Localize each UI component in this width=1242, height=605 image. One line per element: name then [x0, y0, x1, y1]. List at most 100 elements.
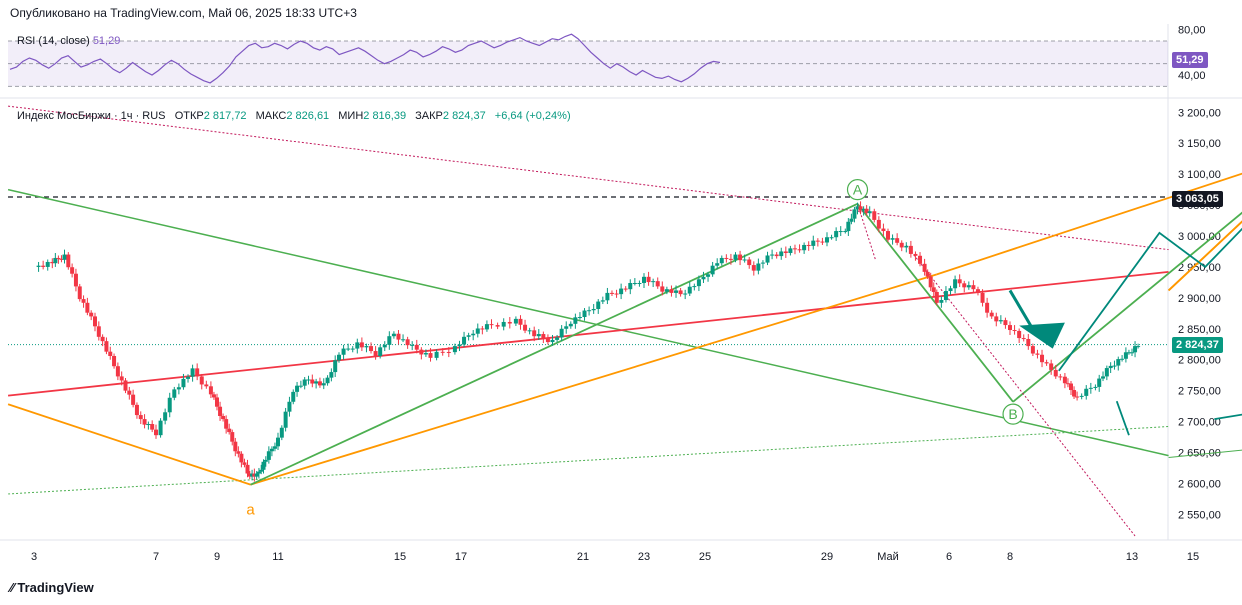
candle-body — [146, 424, 151, 426]
candle-body — [600, 300, 605, 302]
candle-body — [100, 336, 105, 342]
price-axis-tick: 3 000,00 — [1178, 231, 1221, 243]
candle-body — [1097, 378, 1102, 387]
candle-body — [532, 330, 537, 337]
candle-body — [523, 324, 528, 331]
candle-body — [401, 339, 406, 341]
low-label: МИН — [338, 110, 364, 122]
candle-body — [195, 368, 200, 377]
time-axis-tick: 29 — [821, 551, 833, 563]
candle-body — [876, 219, 881, 229]
candle-body — [1058, 376, 1063, 378]
candle-body — [674, 290, 679, 293]
candle-body — [310, 379, 315, 384]
rsi-axis-tick: 40,00 — [1178, 70, 1206, 82]
candle-body — [783, 251, 788, 254]
candle-body — [242, 462, 247, 465]
candle-body — [765, 255, 770, 263]
candle-body — [806, 244, 811, 246]
candle-body — [934, 291, 939, 303]
candle-body — [696, 279, 701, 287]
teal-projection-line — [1058, 227, 1242, 372]
candle-body — [710, 265, 715, 275]
candle-body — [555, 337, 560, 340]
candle-body — [1136, 346, 1141, 348]
published-caption: Опубликовано на TradingView.com, Май 06,… — [10, 6, 357, 20]
price-axis-tick: 3 200,00 — [1178, 107, 1221, 119]
candle-body — [1053, 369, 1058, 377]
candle-body — [489, 324, 494, 326]
price-axis-tick: 2 900,00 — [1178, 293, 1221, 305]
candle-body — [985, 302, 990, 313]
candle-body — [259, 469, 264, 472]
candle-body — [252, 473, 257, 477]
candle-body — [1035, 353, 1040, 355]
orange-wave-a-leg — [7, 403, 251, 486]
candle-body — [564, 326, 569, 329]
candle-body — [962, 283, 967, 288]
candle-body — [527, 330, 532, 332]
candle-body — [218, 406, 223, 416]
candle-body — [104, 341, 109, 352]
candle-body — [419, 349, 424, 355]
candle-body — [792, 248, 797, 250]
candle-body — [660, 286, 665, 292]
candle-body — [391, 333, 396, 337]
candle-body — [872, 211, 877, 220]
arrow-head — [1019, 322, 1065, 349]
candle-body — [119, 376, 124, 381]
candle-body — [346, 348, 351, 350]
candle-body — [131, 394, 136, 405]
candle-body — [138, 415, 143, 420]
candle-body — [236, 451, 241, 454]
candle-body — [591, 308, 596, 311]
candle-body — [628, 283, 633, 290]
candle-body — [291, 391, 296, 402]
low-value: 2 816,39 — [363, 110, 407, 122]
candle-body — [687, 286, 692, 294]
candle-body — [66, 254, 71, 268]
time-axis-tick: 7 — [153, 551, 159, 563]
candle-body — [614, 293, 619, 295]
candle-body — [127, 390, 132, 395]
candle-body — [295, 385, 300, 392]
change-value: +6,64 (+0,24%) — [494, 110, 571, 122]
candle-body — [834, 231, 839, 238]
candle-body — [536, 334, 541, 337]
symbol-name[interactable]: Индекс МосБиржи · 1ч · RUS — [17, 110, 166, 122]
candle-body — [62, 254, 67, 260]
candle-body — [861, 208, 866, 211]
candle-body — [440, 351, 445, 353]
high-label: МАКС — [255, 110, 287, 122]
candle-body — [287, 401, 292, 412]
candle-body — [838, 231, 843, 233]
candle-body — [77, 286, 82, 300]
candle-body — [582, 310, 587, 318]
candle-body — [669, 289, 674, 293]
close-label: ЗАКР — [415, 110, 443, 122]
open-label: ОТКР — [174, 110, 204, 122]
candle-body — [266, 451, 271, 460]
candle-body — [577, 317, 582, 319]
candle-body — [325, 377, 330, 384]
tradingview-logo[interactable]: ⁄⁄ TradingView — [10, 580, 94, 595]
candle-body — [1130, 352, 1134, 354]
candle-body — [918, 255, 923, 264]
candle-body — [93, 316, 97, 327]
candle-body — [172, 389, 177, 398]
candle-body — [550, 339, 555, 343]
candle-body — [843, 231, 848, 233]
candle-body — [85, 302, 90, 313]
candle-body — [774, 254, 779, 257]
candle-body — [742, 259, 747, 261]
wave-label-B-text: B — [1008, 406, 1017, 422]
candle-body — [428, 353, 433, 358]
candle-body — [609, 292, 614, 294]
candle-body — [683, 293, 688, 295]
candle-body — [221, 415, 226, 420]
candle-body — [1133, 346, 1138, 353]
candle-body — [1044, 362, 1049, 364]
candle-body — [815, 240, 820, 242]
rsi-indicator-name: RSI (14, close) — [17, 35, 90, 47]
